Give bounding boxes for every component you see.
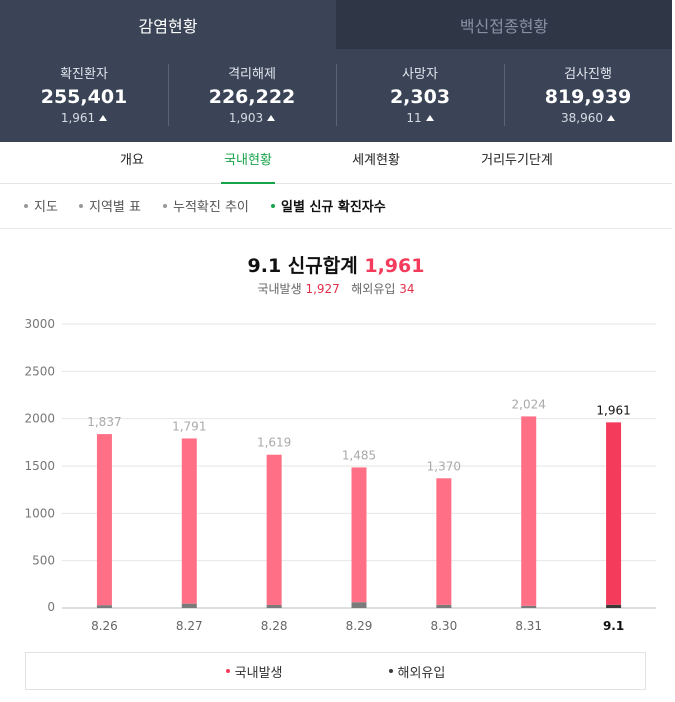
bar-overseas (606, 604, 622, 608)
up-arrow-icon (99, 115, 108, 121)
stat-label: 확진환자 (60, 67, 108, 82)
view-tab-label: 지역별 표 (89, 200, 141, 215)
stat-value: 255,401 (40, 86, 128, 108)
bullet-icon (271, 203, 275, 208)
y-tick-label: 1500 (24, 459, 55, 473)
bar-domestic (351, 467, 367, 603)
legend-label: 해외유입 (397, 665, 446, 681)
view-tab-label: 지도 (34, 200, 58, 215)
tab-overview[interactable]: 개요 (120, 153, 144, 168)
bar-domestic (96, 434, 112, 606)
stat-value: 819,939 (544, 86, 632, 108)
overseas-label: 해외유입 (351, 282, 396, 296)
x-tick-label: 8.26 (91, 619, 118, 633)
stat-label: 검사진행 (564, 67, 612, 82)
y-tick-label: 3000 (24, 317, 55, 331)
bar-overseas (96, 605, 112, 608)
bar-value-label: 2,024 (512, 397, 546, 411)
domestic-label: 국내발생 (257, 282, 302, 296)
tab-distancing-level[interactable]: 거리두기단계 (481, 153, 553, 168)
bar-domestic (521, 416, 537, 606)
x-tick-label: 8.27 (176, 619, 203, 633)
stat-delta: 1,961 (60, 111, 108, 125)
view-tab-label: 누적확진 추이 (173, 200, 249, 215)
legend-item-overseas[interactable]: 해외유입 (388, 662, 446, 681)
up-arrow-icon (267, 115, 276, 121)
stat-value: 2,303 (389, 86, 451, 108)
stat-delta-value: 11 (406, 111, 422, 125)
bar-domestic (266, 454, 282, 605)
stat-deaths: 사망자 2,303 11 (336, 49, 504, 142)
bar-overseas (436, 604, 452, 608)
bar-overseas (351, 602, 367, 608)
tab-world[interactable]: 세계현황 (352, 153, 400, 168)
y-tick-label: 1000 (24, 506, 55, 520)
tab-vaccination-status[interactable]: 백신접종현황 (336, 0, 672, 49)
x-tick-label: 9.1 (603, 619, 624, 633)
chart-title-total: 1,961 (364, 255, 425, 277)
bar-overseas (181, 603, 197, 608)
sub-tabs: 개요 국내현황 세계현황 거리두기단계 (0, 142, 672, 184)
domestic-value: 1,927 (305, 282, 340, 296)
bar-overseas (521, 605, 537, 608)
stat-confirmed: 확진환자 255,401 1,961 (0, 49, 168, 142)
y-tick-label: 0 (47, 600, 55, 614)
y-tick-label: 500 (32, 554, 55, 568)
chart-title: 9.1 신규합계 1,961 (0, 251, 672, 278)
legend-swatch (225, 669, 230, 673)
up-arrow-icon (425, 115, 434, 121)
stat-released: 격리해제 226,222 1,903 (168, 49, 336, 142)
stat-label: 사망자 (402, 67, 438, 82)
bar-value-label: 1,961 (596, 403, 630, 417)
tab-infection-status[interactable]: 감염현황 (0, 0, 336, 49)
x-tick-label: 8.29 (346, 619, 373, 633)
stat-delta: 1,903 (228, 111, 276, 125)
bar-overseas (266, 604, 282, 608)
view-tabs: 지도 지역별 표 누적확진 추이 일별 신규 확진자수 (0, 184, 672, 229)
up-arrow-icon (607, 115, 615, 121)
bar-domestic (606, 422, 622, 605)
stat-delta-value: 38,960 (561, 111, 603, 125)
chart-title-prefix: 9.1 신규합계 (247, 255, 358, 277)
view-tab-label: 일별 신규 확진자수 (281, 200, 386, 215)
bullet-icon (79, 203, 83, 208)
top-tabs: 감염현황 백신접종현황 (0, 0, 672, 49)
bar-value-label: 1,370 (427, 459, 461, 473)
bar-value-label: 1,791 (172, 419, 206, 433)
stat-value: 226,222 (208, 86, 296, 108)
view-tab-daily-new[interactable]: 일별 신규 확진자수 (271, 196, 386, 215)
stat-delta: 11 (406, 111, 434, 125)
x-tick-label: 8.30 (430, 619, 457, 633)
chart-subtitle: 국내발생 1,927 해외유입 34 (0, 280, 672, 297)
bar-value-label: 1,837 (87, 415, 121, 429)
overseas-value: 34 (399, 282, 415, 296)
stat-delta-value: 1,903 (228, 111, 264, 125)
daily-cases-chart: 0 500 1000 1500 2000 2500 3000 1,837 8.26 1,791 8.… (24, 317, 656, 633)
bar-value-label: 1,485 (342, 448, 376, 462)
bar-domestic (436, 478, 452, 605)
stat-delta: 38,960 (561, 111, 615, 125)
legend-label: 국내발생 (234, 665, 283, 681)
x-tick-label: 8.28 (261, 619, 288, 633)
stats-panel: 확진환자 255,401 1,961 격리해제 226,222 1,903 사망… (0, 49, 672, 142)
bar-value-label: 1,619 (257, 436, 291, 450)
legend-swatch (388, 669, 393, 673)
chart-legend: 국내발생 해외유입 (25, 652, 646, 690)
bullet-icon (163, 203, 167, 208)
y-tick-label: 2500 (24, 364, 55, 378)
stat-label: 격리해제 (228, 67, 276, 82)
view-tab-region-table[interactable]: 지역별 표 (79, 196, 141, 215)
view-tab-map[interactable]: 지도 (24, 196, 58, 215)
view-tab-cumulative-trend[interactable]: 누적확진 추이 (163, 196, 249, 215)
tab-domestic[interactable]: 국내현황 (221, 142, 275, 184)
y-tick-label: 2000 (24, 412, 55, 426)
stat-testing: 검사진행 819,939 38,960 (504, 49, 672, 142)
x-tick-label: 8.31 (515, 619, 542, 633)
stat-delta-value: 1,961 (60, 111, 96, 125)
bar-domestic (181, 438, 197, 604)
legend-item-domestic[interactable]: 국내발생 (225, 662, 283, 681)
bullet-icon (24, 203, 28, 208)
